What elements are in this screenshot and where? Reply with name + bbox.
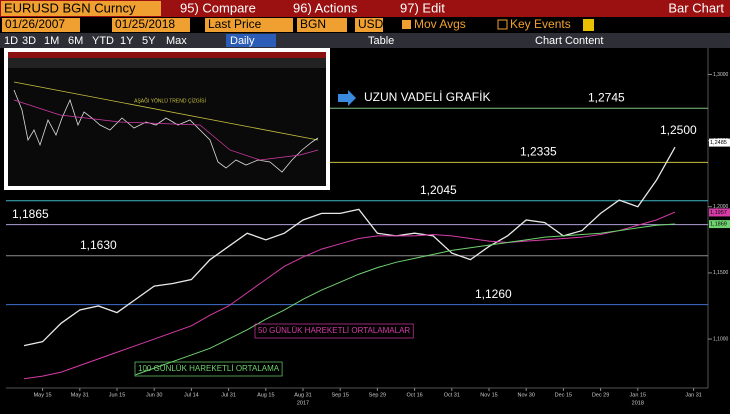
security-box[interactable]	[1, 1, 161, 16]
compare[interactable]: 95) Compare	[180, 0, 256, 15]
currency: USD	[358, 17, 384, 31]
x-tick-label: Jul 14	[184, 392, 199, 398]
actions[interactable]: 96) Actions	[293, 0, 358, 15]
series-line	[23, 146, 676, 347]
period[interactable]: 3D	[22, 35, 36, 47]
period[interactable]: YTD	[92, 35, 114, 47]
x-tick-label: Jun 30	[146, 392, 163, 398]
inset-annotation: AŞAĞI YÖNLÜ TREND ÇİZGİSİ	[134, 97, 206, 104]
level-label: 1,1260	[475, 287, 512, 301]
mov-avgs[interactable]: Mov Avgs	[414, 17, 466, 31]
period[interactable]: 1M	[44, 35, 59, 47]
x-tick-label: Dec 29	[592, 392, 609, 398]
series-line	[135, 223, 676, 376]
x-tick-label: Dec 15	[555, 392, 572, 398]
level-label: 1,2335	[520, 145, 557, 159]
key-events[interactable]: Key Events	[510, 17, 571, 31]
info-icon[interactable]	[583, 19, 594, 31]
end-date: 01/25/2018	[115, 17, 175, 31]
inset-bar	[8, 58, 326, 68]
x-tick-label: Aug 31	[294, 392, 311, 398]
y-tick-label: 1,1000	[713, 336, 729, 342]
start-date: 01/26/2007	[5, 17, 65, 31]
price-tag	[709, 220, 730, 229]
x-tick-label: Jan 15	[630, 392, 647, 398]
checkbox[interactable]	[497, 19, 508, 30]
year-label: 2017	[297, 400, 309, 406]
period[interactable]: 6M	[68, 35, 83, 47]
x-tick-label: Nov 15	[480, 392, 497, 398]
period[interactable]: 1D	[4, 35, 18, 47]
edit[interactable]: 97) Edit	[400, 0, 445, 15]
level-label: 1,2045	[420, 183, 457, 197]
year-label: 2018	[632, 400, 644, 406]
table[interactable]: Table	[368, 35, 394, 47]
inset-bar	[8, 52, 326, 58]
source: BGN	[300, 17, 326, 31]
security: EURUSD BGN Curncy	[4, 0, 136, 15]
y-tick-label: 1,3000	[713, 72, 729, 78]
x-tick-label: May 31	[71, 392, 89, 398]
x-tick-label: Sep 29	[369, 392, 386, 398]
x-tick-label: Jul 31	[221, 392, 236, 398]
start-box[interactable]	[2, 18, 80, 32]
x-tick-label: Nov 30	[517, 392, 534, 398]
frequency-box[interactable]	[226, 34, 276, 47]
x-tick-label: Oct 31	[444, 392, 460, 398]
price-tag-label: 1,2485	[710, 140, 727, 146]
y-tick-label: 1,1500	[713, 270, 729, 276]
inset-trend-line	[13, 81, 319, 141]
field: Last Price	[208, 17, 262, 31]
checkbox[interactable]	[402, 20, 411, 29]
period[interactable]: 1Y	[120, 35, 134, 47]
x-tick-label: Jan 31	[685, 392, 702, 398]
level-label: 1,1630	[80, 238, 117, 252]
field-box[interactable]	[205, 18, 293, 32]
arrow	[338, 90, 356, 106]
chart-content[interactable]: Chart Content	[535, 35, 603, 47]
annotation: UZUN VADELİ GRAFİK	[364, 90, 490, 104]
period-bar	[0, 33, 730, 48]
x-tick-label: Oct 16	[406, 392, 422, 398]
frequency[interactable]: Daily	[230, 35, 255, 47]
level-label: 1,1865	[12, 207, 49, 221]
level-label: 1,2500	[660, 123, 697, 137]
title-bar	[0, 0, 730, 17]
currency-box[interactable]	[355, 18, 383, 32]
series-name: 100 GÜNLÜK HAREKETLİ ORTALAMA	[138, 364, 280, 373]
series-name-box	[254, 323, 414, 339]
x-tick-label: May 15	[34, 392, 52, 398]
source-box[interactable]	[297, 18, 347, 32]
plot: 1,1000 1,1500 1,2000 1,2500 1,3000 May 15 May …	[6, 72, 730, 406]
series-line	[23, 211, 676, 380]
view[interactable]: Bar Chart	[668, 0, 724, 15]
price-tag	[709, 208, 730, 217]
price-tag-label: 1,1957	[710, 210, 727, 216]
period[interactable]: 5Y	[142, 35, 156, 47]
y-tick-label: 1,2000	[713, 204, 729, 210]
x-tick-label: Aug 15	[257, 392, 274, 398]
price-tag-label: 1,1869	[710, 222, 727, 228]
x-tick-label: Sep 15	[331, 392, 348, 398]
x-tick-label: Jun 15	[109, 392, 126, 398]
periods: 1D 3D 1M 6M YTD 1Y 5Y Max	[4, 35, 187, 47]
series-name-box	[134, 361, 283, 377]
series-name: 50 GÜNLÜK HAREKETLİ ORTALAMALAR	[258, 326, 410, 335]
period[interactable]: Max	[166, 35, 187, 47]
end-box[interactable]	[112, 18, 190, 32]
price-tag	[709, 138, 730, 147]
level-label: 1,2745	[588, 90, 625, 104]
inset-ma	[13, 99, 319, 161]
